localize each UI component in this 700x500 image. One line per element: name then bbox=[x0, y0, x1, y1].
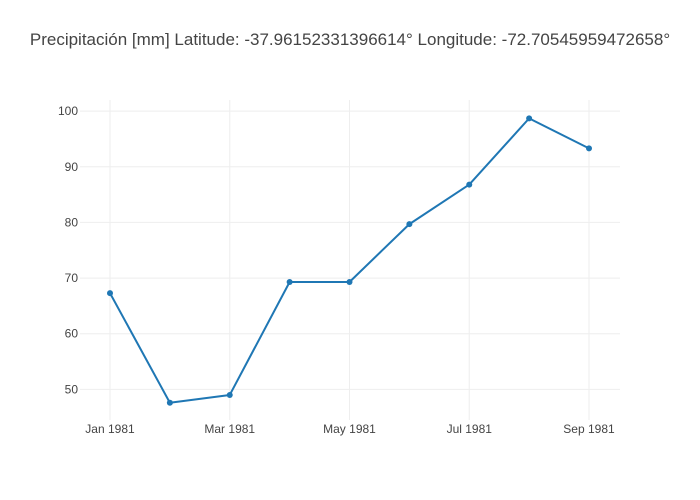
series-layer bbox=[107, 115, 592, 406]
data-point bbox=[166, 399, 173, 406]
data-point bbox=[526, 115, 533, 122]
y-tick-label: 90 bbox=[65, 160, 79, 174]
data-point bbox=[346, 278, 353, 285]
chart-title: Precipitación [mm] Latitude: -37.9615233… bbox=[29, 30, 671, 49]
grid bbox=[80, 100, 620, 420]
data-point bbox=[586, 145, 592, 152]
x-tick-label: Mar 1981 bbox=[204, 422, 255, 436]
x-tick-label: Sep 1981 bbox=[563, 422, 615, 436]
data-point bbox=[406, 221, 413, 228]
x-axis-ticks: Jan 1981 Mar 1981 May 1981 Jul 1981 Sep 1981 bbox=[85, 422, 615, 436]
y-tick-label: 70 bbox=[65, 271, 79, 285]
y-axis-ticks: 50 60 70 80 90 100 bbox=[58, 104, 78, 396]
data-point bbox=[226, 391, 233, 398]
data-point bbox=[107, 290, 113, 297]
x-tick-label: May 1981 bbox=[323, 422, 376, 436]
y-tick-label: 60 bbox=[65, 327, 79, 341]
x-tick-label: Jul 1981 bbox=[447, 422, 493, 436]
x-tick-label: Jan 1981 bbox=[85, 422, 135, 436]
data-point bbox=[286, 278, 293, 285]
y-tick-label: 50 bbox=[65, 382, 79, 396]
data-point bbox=[466, 181, 473, 188]
y-tick-label: 100 bbox=[58, 104, 78, 118]
y-tick-label: 80 bbox=[65, 215, 79, 229]
